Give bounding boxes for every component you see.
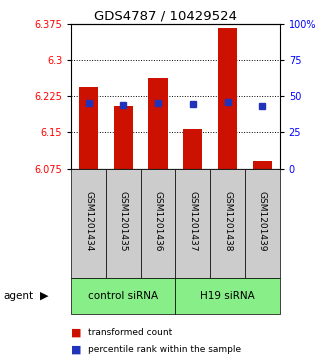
Bar: [71, 278, 175, 314]
Text: control siRNA: control siRNA: [88, 291, 158, 301]
Bar: [141, 169, 175, 278]
Text: agent: agent: [3, 291, 33, 301]
Bar: [210, 169, 245, 278]
Text: ■: ■: [71, 327, 82, 337]
Text: transformed count: transformed count: [88, 328, 172, 337]
Text: percentile rank within the sample: percentile rank within the sample: [88, 345, 241, 354]
Text: GDS4787 / 10429524: GDS4787 / 10429524: [94, 9, 237, 22]
Text: GSM1201436: GSM1201436: [154, 191, 163, 251]
Text: ▶: ▶: [40, 291, 49, 301]
Bar: [79, 87, 98, 169]
Bar: [71, 169, 106, 278]
Bar: [114, 106, 133, 169]
Bar: [183, 129, 202, 169]
Bar: [175, 278, 280, 314]
Bar: [175, 169, 210, 278]
Bar: [106, 169, 141, 278]
Text: GSM1201435: GSM1201435: [119, 191, 128, 251]
Text: GSM1201434: GSM1201434: [84, 191, 93, 251]
Text: ■: ■: [71, 344, 82, 354]
Text: GSM1201439: GSM1201439: [258, 191, 267, 251]
Bar: [253, 160, 272, 169]
Text: GSM1201438: GSM1201438: [223, 191, 232, 251]
Text: H19 siRNA: H19 siRNA: [200, 291, 255, 301]
Bar: [245, 169, 280, 278]
Bar: [149, 78, 167, 169]
Bar: [218, 28, 237, 169]
Text: GSM1201437: GSM1201437: [188, 191, 197, 251]
